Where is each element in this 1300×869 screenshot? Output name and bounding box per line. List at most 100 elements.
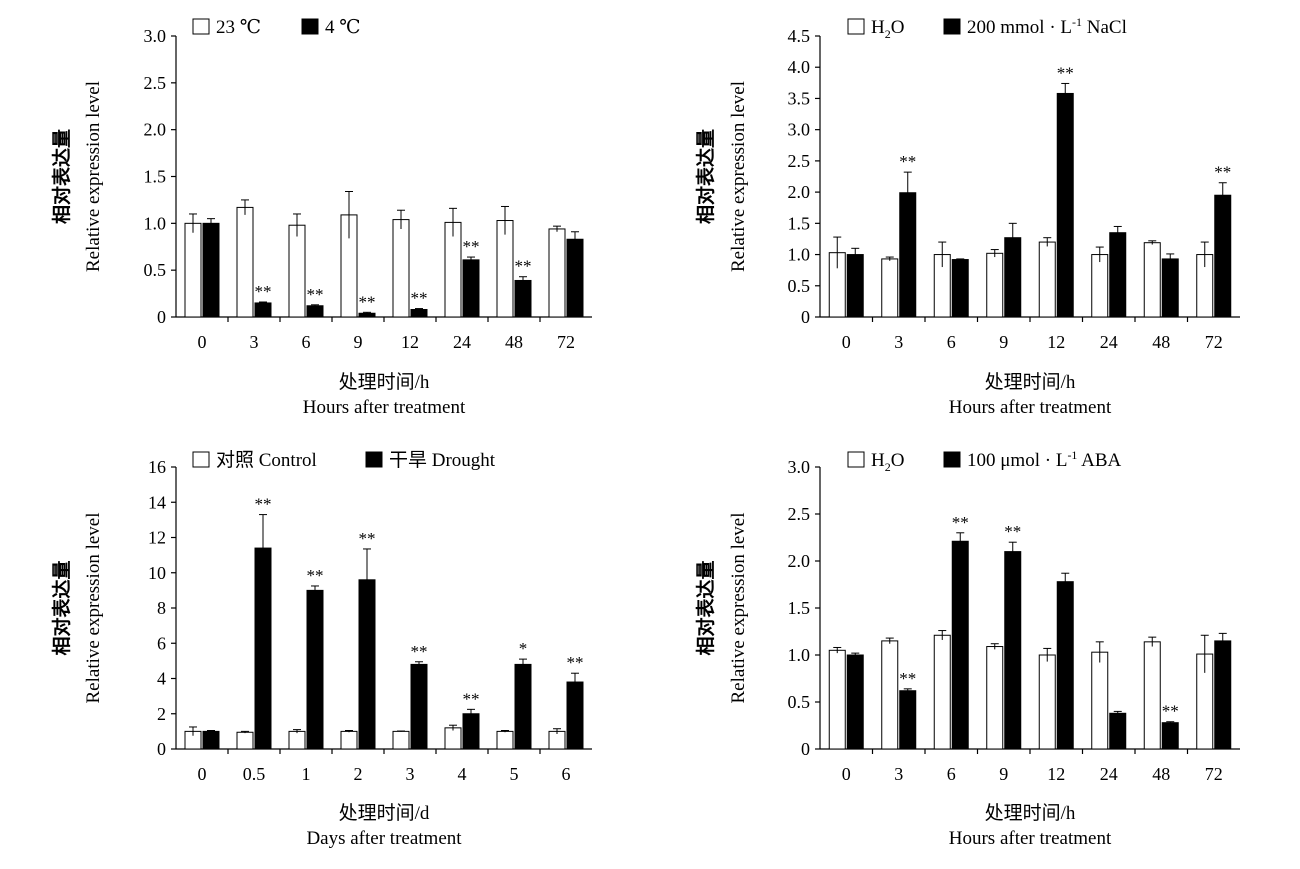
x-tick-label: 72 — [1205, 332, 1223, 352]
legend-swatch-1 — [847, 451, 865, 468]
legend-label-1: H2O — [871, 17, 904, 41]
x-tick-label: 2 — [354, 764, 363, 784]
legend-label-1: 23 ℃ — [216, 17, 261, 38]
legend-text-tail: O — [891, 450, 905, 471]
y-tick-label: 3.0 — [788, 457, 811, 477]
y-tick-label: 2 — [157, 704, 166, 724]
control-bar — [340, 730, 358, 750]
x-tick-label: 0 — [842, 764, 851, 784]
y-tick-label: 2.5 — [788, 504, 811, 524]
chart-panel-2: 00.51.01.52.02.53.03.54.04.50 3**6 9 12**24… — [694, 15, 1240, 418]
treatment-bar — [1004, 551, 1022, 750]
x-tick-label: 9 — [354, 332, 363, 352]
treatment-bar — [202, 222, 220, 318]
x-tick-label: 3 — [250, 332, 259, 352]
y-tick-label: 0.5 — [144, 260, 167, 280]
treatment-bar — [462, 259, 480, 318]
y-tick-label: 0 — [157, 739, 166, 759]
y-axis-label-zh: 相对表达量 — [50, 560, 73, 655]
legend-text: 4 ℃ — [325, 17, 361, 38]
chart-panel-4: 0 0.5 1.0 1.5 2.0 2.5 3.0 0 3 ** 6 ** 9 ** 12 24 48 ** 72 相… — [694, 448, 1240, 849]
significance-marker: ** — [1057, 63, 1074, 82]
control-bar — [444, 221, 462, 318]
legend-label-2: 干旱 Drought — [389, 450, 496, 471]
x-axis-label-zh: 处理时间/d — [339, 802, 430, 824]
treatment-bar — [951, 259, 969, 318]
y-axis-label-en: Relative expression level — [728, 81, 749, 272]
y-tick-label: 3.5 — [788, 88, 811, 108]
significance-marker: ** — [1004, 522, 1021, 541]
x-axis-label-zh: 处理时间/h — [985, 371, 1076, 393]
significance-marker: ** — [359, 292, 376, 311]
significance-marker: ** — [1214, 163, 1231, 182]
legend-swatch-1 — [192, 18, 210, 35]
treatment-bar — [462, 713, 480, 750]
y-tick-label: 8 — [157, 598, 166, 618]
legend-text: 100 μmol · L — [967, 450, 1067, 471]
x-tick-label: 3 — [894, 764, 903, 784]
treatment-bar — [358, 579, 376, 750]
x-axis-label-en: Days after treatment — [306, 828, 462, 849]
significance-marker: ** — [411, 289, 428, 308]
significance-marker: ** — [1162, 702, 1179, 721]
legend-label-2: 200 mmol · L-1 NaCl — [967, 15, 1127, 38]
significance-marker: ** — [463, 237, 480, 256]
legend-text: H — [871, 450, 885, 471]
x-tick-label: 6 — [302, 332, 311, 352]
significance-marker: ** — [899, 152, 916, 171]
control-bar — [496, 730, 514, 750]
legend-text-tail: O — [891, 17, 905, 38]
y-tick-label: 0 — [801, 307, 810, 327]
x-axis-label-zh: 处理时间/h — [339, 371, 430, 393]
x-tick-label: 0 — [198, 764, 207, 784]
treatment-bar — [306, 589, 324, 750]
significance-marker: ** — [307, 566, 324, 585]
control-bar — [1143, 242, 1161, 318]
treatment-bar — [1161, 722, 1179, 750]
legend-text: 干旱 Drought — [389, 450, 496, 471]
control-bar — [1038, 654, 1056, 750]
control-bar — [184, 222, 202, 318]
y-tick-label: 2.5 — [788, 151, 811, 171]
x-tick-label: 3 — [406, 764, 415, 784]
treatment-bar — [1214, 194, 1232, 318]
control-bar — [1091, 651, 1109, 750]
y-tick-label: 1.5 — [144, 167, 167, 187]
x-tick-label: 9 — [999, 332, 1008, 352]
x-tick-label: 12 — [1047, 764, 1065, 784]
y-axis-label-zh: 相对表达量 — [50, 129, 73, 224]
x-tick-label: 72 — [1205, 764, 1223, 784]
treatment-bar — [514, 663, 532, 750]
x-tick-label: 9 — [999, 764, 1008, 784]
x-tick-label: 0 — [842, 332, 851, 352]
y-tick-label: 4 — [157, 669, 166, 689]
significance-marker: ** — [411, 642, 428, 661]
y-tick-label: 3.0 — [788, 120, 811, 140]
x-tick-label: 12 — [1047, 332, 1065, 352]
control-bar — [986, 646, 1004, 750]
y-tick-label: 6 — [157, 633, 166, 653]
legend-swatch-2 — [365, 451, 383, 468]
legend-text: 对照 Control — [216, 449, 317, 471]
treatment-bar — [410, 663, 428, 750]
x-tick-label: 6 — [947, 764, 956, 784]
legend-label-2: 4 ℃ — [325, 17, 361, 38]
y-tick-label: 2.0 — [788, 182, 811, 202]
y-tick-label: 0.5 — [788, 692, 811, 712]
legend-swatch-1 — [192, 451, 210, 468]
treatment-bar — [254, 547, 272, 750]
control-bar — [496, 220, 514, 318]
x-tick-label: 48 — [1152, 332, 1170, 352]
control-bar — [548, 228, 566, 318]
legend-text-tail: ABA — [1077, 450, 1121, 471]
x-tick-label: 24 — [1100, 332, 1118, 352]
treatment-bar — [1004, 237, 1022, 318]
y-tick-label: 0 — [157, 307, 166, 327]
treatment-bar — [899, 690, 917, 750]
control-bar — [392, 219, 410, 318]
x-tick-label: 6 — [947, 332, 956, 352]
y-axis-label-en: Relative expression level — [83, 81, 104, 272]
y-tick-label: 1.5 — [788, 598, 811, 618]
significance-marker: ** — [899, 669, 916, 688]
